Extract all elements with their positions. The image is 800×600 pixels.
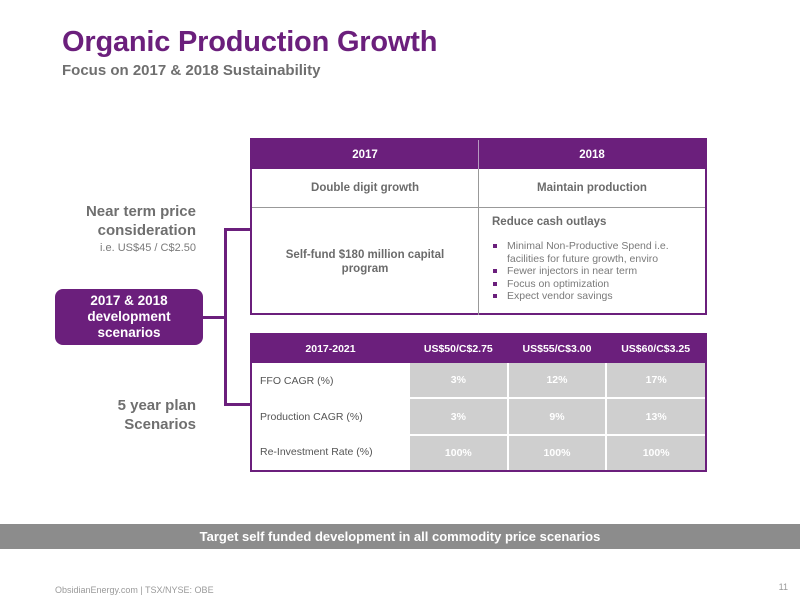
column-header: US$55/C$3.00: [507, 335, 607, 364]
column-header: US$60/C$3.25: [606, 335, 705, 364]
pill-line-3: scenarios: [97, 325, 161, 340]
row-label: Re-Investment Rate (%): [260, 446, 373, 459]
table-cell: 3%: [408, 363, 508, 399]
page-subtitle: Focus on 2017 & 2018 Sustainability: [62, 62, 321, 79]
table-cell: 9%: [506, 397, 607, 435]
bracket-stub: [203, 316, 226, 319]
bracket-vertical: [224, 228, 227, 406]
header-2018: 2018: [579, 148, 605, 161]
pill-line-2: development: [87, 309, 171, 324]
bracket-top-arm: [224, 228, 250, 231]
development-table-header: 2017 2018: [252, 140, 705, 169]
five-year-line-1: 5 year plan: [117, 397, 196, 414]
five-year-plan-label: 5 year plan Scenarios: [118, 396, 196, 434]
cash-outlay-list: Minimal Non-Productive Spend i.e. facili…: [492, 240, 697, 303]
development-table-row: Self-fund $180 million capital program R…: [252, 208, 705, 315]
near-term-price-note: i.e. US$45 / C$2.50: [99, 242, 196, 254]
five-year-plan-table: 2017-2021 US$50/C$2.75 US$55/C$3.00 US$6…: [250, 333, 707, 472]
table-row: Production CAGR (%) 3% 9% 13%: [252, 397, 705, 435]
near-term-line-2: consideration: [97, 222, 196, 239]
list-item: Minimal Non-Productive Spend i.e. facili…: [492, 240, 697, 265]
target-banner: Target self funded development in all co…: [0, 524, 800, 549]
list-item: Fewer injectors in near term: [492, 265, 697, 278]
table-cell: 12%: [506, 363, 607, 399]
row-label: FFO CAGR (%): [260, 374, 334, 387]
cell-self-fund-capital: Self-fund $180 million capital program: [252, 208, 479, 315]
page-title: Organic Production Growth: [62, 26, 438, 58]
near-term-label: Near term price consideration: [86, 202, 196, 240]
reduce-cash-outlays-heading: Reduce cash outlays: [492, 216, 607, 228]
development-scenarios-pill: 2017 & 2018 development scenarios: [55, 289, 203, 345]
table-cell: 100%: [506, 433, 607, 470]
table-cell: 100%: [408, 433, 508, 470]
development-table-row: Double digit growth Maintain production: [252, 169, 705, 208]
list-item: Expect vendor savings: [492, 290, 697, 303]
pill-line-1: 2017 & 2018: [90, 293, 168, 308]
cell-reduce-cash-outlays: Reduce cash outlays Minimal Non-Producti…: [479, 208, 705, 315]
footer-text: ObsidianEnergy.com | TSX/NYSE: OBE: [55, 585, 214, 595]
row-label: Production CAGR (%): [260, 410, 363, 423]
table-row: FFO CAGR (%) 3% 12% 17%: [252, 363, 705, 399]
list-item: Focus on optimization: [492, 278, 697, 291]
table-header-row: 2017-2021 US$50/C$2.75 US$55/C$3.00 US$6…: [252, 335, 705, 364]
cell-double-digit-growth: Double digit growth: [252, 169, 479, 207]
development-table: 2017 2018 Double digit growth Maintain p…: [250, 138, 707, 315]
page-number: 11: [778, 582, 788, 592]
table-cell: 3%: [408, 397, 508, 435]
five-year-line-2: Scenarios: [124, 416, 196, 433]
table-cell: 17%: [605, 363, 705, 399]
header-2017: 2017: [252, 140, 479, 169]
column-header: US$50/C$2.75: [409, 335, 508, 364]
cell-maintain-production: Maintain production: [537, 182, 647, 194]
table-cell: 13%: [605, 397, 705, 435]
near-term-line-1: Near term price: [85, 203, 196, 220]
table-cell: 100%: [605, 433, 705, 470]
column-header: 2017-2021: [252, 335, 409, 364]
bracket-bottom-arm: [224, 403, 250, 406]
table-row: Re-Investment Rate (%) 100% 100% 100%: [252, 433, 705, 470]
